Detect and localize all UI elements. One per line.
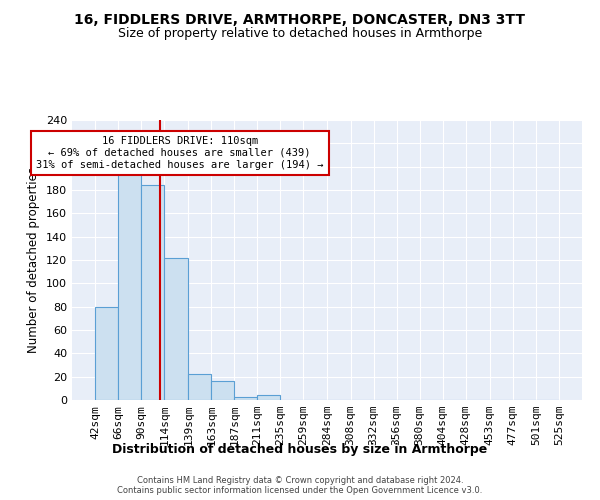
Bar <box>95 306 118 400</box>
Text: Size of property relative to detached houses in Armthorpe: Size of property relative to detached ho… <box>118 28 482 40</box>
Bar <box>118 166 141 400</box>
Bar <box>211 382 235 400</box>
Bar <box>235 396 257 400</box>
Text: 16, FIDDLERS DRIVE, ARMTHORPE, DONCASTER, DN3 3TT: 16, FIDDLERS DRIVE, ARMTHORPE, DONCASTER… <box>74 12 526 26</box>
Y-axis label: Number of detached properties: Number of detached properties <box>28 167 40 353</box>
Text: Contains HM Land Registry data © Crown copyright and database right 2024.
Contai: Contains HM Land Registry data © Crown c… <box>118 476 482 495</box>
Text: Distribution of detached houses by size in Armthorpe: Distribution of detached houses by size … <box>112 442 488 456</box>
Text: 16 FIDDLERS DRIVE: 110sqm
← 69% of detached houses are smaller (439)
31% of semi: 16 FIDDLERS DRIVE: 110sqm ← 69% of detac… <box>36 136 323 170</box>
Bar <box>141 186 164 400</box>
Bar <box>188 374 211 400</box>
Bar <box>164 258 188 400</box>
Bar <box>257 396 280 400</box>
